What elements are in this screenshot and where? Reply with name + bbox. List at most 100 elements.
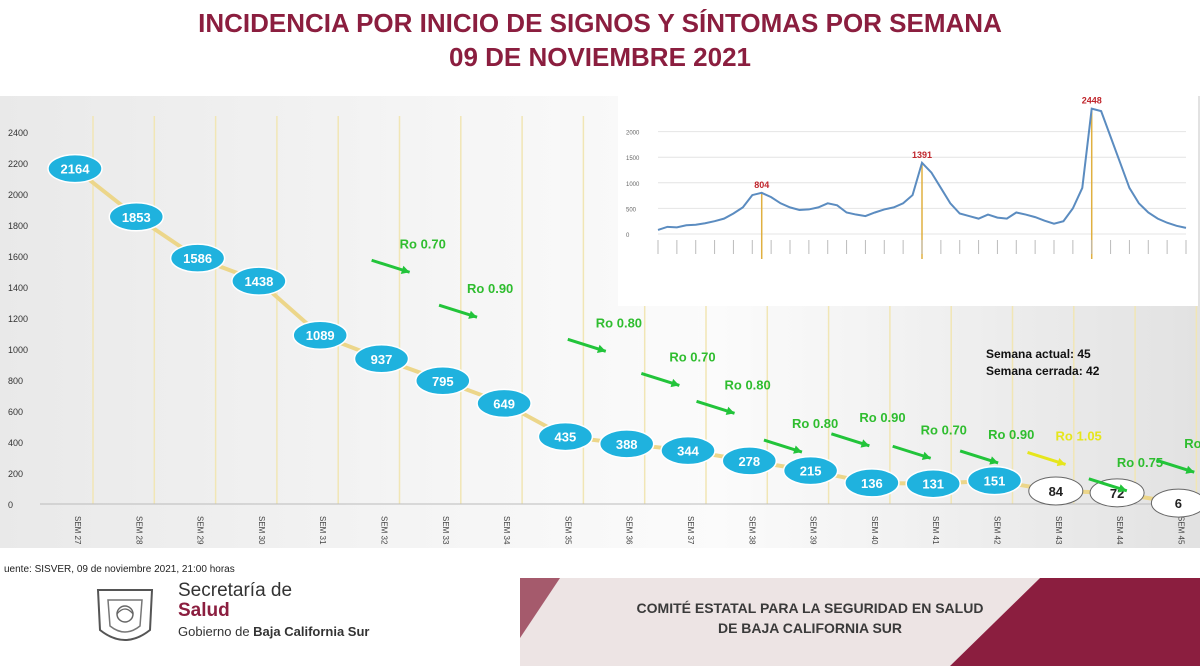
ro-arrowhead [725,406,735,416]
x-tick-label: SEM 27 [73,516,82,545]
data-label: 388 [616,437,638,452]
ro-arrowhead [400,265,410,274]
source-note: uente: SISVER, 09 de noviembre 2021, 21:… [4,564,235,575]
ro-annotation: Ro 0.80 [792,416,838,431]
y-tick-label: 200 [8,469,23,479]
data-point-marker [47,153,103,184]
data-label: 1438 [244,274,273,289]
ro-arrowhead [921,451,931,460]
footer-band [520,578,1200,666]
x-tick-label: SEM 31 [318,516,327,545]
ro-annotation: Ro 0.90 [1184,436,1200,451]
x-tick-label: SEM 35 [563,516,572,545]
org-name-line1: Secretaría de [178,580,293,601]
y-tick-label: 1000 [8,345,28,355]
data-point-marker [292,320,348,350]
ro-annotation: Ro 0.90 [467,281,513,296]
data-label: 278 [738,454,760,469]
x-tick-label: SEM 36 [625,516,634,545]
data-point-marker [108,202,165,232]
ro-annotation: Ro 0.70 [400,236,446,251]
data-point-marker [1089,478,1145,508]
x-tick-label: SEM 45 [1176,516,1185,545]
data-label: 344 [677,444,699,459]
data-label: 6 [1175,496,1182,511]
x-tick-label: SEM 43 [1054,516,1063,545]
ro-annotation: Ro 0.80 [725,377,771,392]
data-point-marker [844,468,900,498]
x-tick-label: SEM 44 [1115,516,1124,545]
inset-peak-label: 1391 [912,150,932,160]
x-tick-label: SEM 40 [870,516,879,545]
y-tick-label: 600 [8,407,23,417]
data-point-marker [782,455,839,486]
inset-chart-panel: 0 500 1000 1500 2000 804 1391 2448 [618,96,1198,306]
data-label: 649 [493,396,515,411]
x-tick-label: SEM 30 [257,516,266,545]
ro-annotation: Ro 1.05 [1056,428,1102,443]
data-label: 1089 [306,328,335,343]
data-label: 1586 [183,251,212,266]
inset-y-tick-label: 2000 [626,131,640,137]
data-point-marker [660,435,716,466]
x-tick-label: SEM 39 [809,516,818,545]
ro-arrowhead [468,310,478,319]
data-label: 2164 [61,162,91,177]
org-name-line3: Gobierno de Baja California Sur [178,624,370,639]
inset-peak-label: 2448 [1082,96,1102,106]
data-point-marker [353,344,410,374]
data-point-marker [905,468,961,499]
data-label: 1853 [122,210,151,225]
data-point-marker [415,366,471,396]
data-label: 435 [555,430,577,445]
data-point-marker [1150,488,1200,518]
ro-annotation: Ro 0.90 [988,427,1034,442]
data-label: 937 [371,352,393,367]
main-chart: 0 200 400 600 800 1000 1200 1400 1600 1800 2000 220… [8,116,1200,545]
data-point-marker [598,429,655,459]
data-label: 795 [432,374,454,389]
data-point-marker [721,446,778,476]
ro-arrowhead [1118,484,1127,493]
y-tick-label: 1600 [8,252,28,262]
data-point-marker [476,388,532,419]
inset-peak-label: 804 [754,180,769,190]
inset-series-line [657,107,1187,231]
ro-arrowhead [989,456,999,465]
x-tick-label: SEM 41 [931,516,940,545]
org-name-line2: Salud [178,600,230,621]
ro-annotation: Ro 0.80 [596,315,642,330]
y-tick-label: 1800 [8,221,28,231]
data-point-marker [169,243,226,273]
ro-annotation: Ro 0.75 [1117,455,1163,470]
y-tick-label: 2000 [8,190,28,200]
data-point-marker [231,266,287,296]
inset-y-tick-label: 1500 [626,156,640,162]
x-tick-label: SEM 42 [993,516,1002,545]
y-tick-label: 1400 [8,283,28,293]
ro-annotation: Ro 0.70 [921,422,967,437]
data-label: 215 [800,464,822,479]
data-point-marker [1028,476,1084,506]
x-tick-label: SEM 37 [686,516,695,545]
ro-arrowhead [596,344,606,354]
ro-arrowhead [1056,457,1066,467]
ro-arrowhead [860,439,870,448]
y-tick-label: 1200 [8,314,28,324]
current-week-note: Semana actual: 45 [986,347,1091,361]
x-tick-label: SEM 38 [747,516,756,545]
ro-annotation: Ro 0.70 [669,349,715,364]
x-tick-label: SEM 34 [502,516,511,545]
y-tick-label: 2200 [8,159,28,169]
ro-annotation: Ro 0.90 [859,410,905,425]
y-tick-label: 400 [8,438,23,448]
ro-arrowhead [793,445,802,454]
chart-title-line2: 09 DE NOVIEMBRE 2021 [448,42,751,72]
ro-arrowhead [670,378,680,388]
ro-arrowhead [1185,465,1195,474]
y-tick-label: 2400 [8,128,28,138]
closed-week-note: Semana cerrada: 42 [986,364,1100,378]
inset-y-tick-label: 500 [626,207,637,213]
data-label: 84 [1049,484,1064,499]
committee-line1: COMITÉ ESTATAL PARA LA SEGURIDAD EN SALU… [636,600,984,616]
